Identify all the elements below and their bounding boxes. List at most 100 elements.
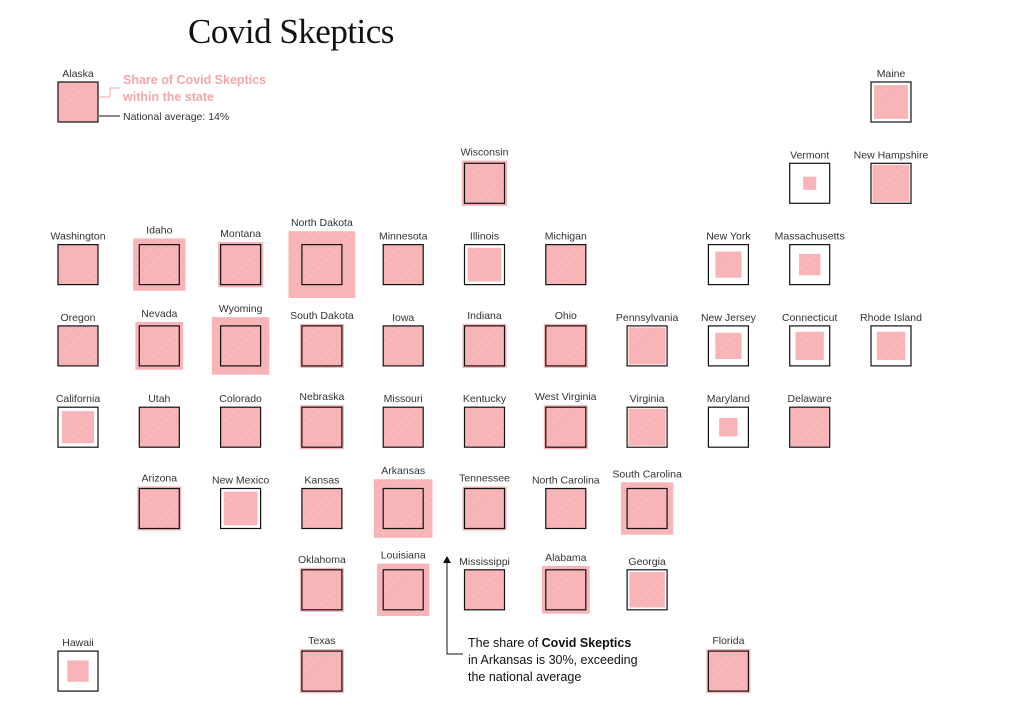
state-label-tennessee: Tennessee <box>459 472 510 484</box>
state-label-alabama: Alabama <box>545 552 587 564</box>
national-average-outline-west-virginia <box>545 406 587 448</box>
share-texture-indiana <box>462 323 507 368</box>
annotation-line-2: in Arkansas is 30%, exceeding <box>468 653 638 667</box>
state-label-pennsylvania: Pennsylvania <box>616 312 679 324</box>
state-label-mississippi: Mississippi <box>459 556 510 568</box>
share-texture-iowa <box>383 325 424 366</box>
national-average-outline-california <box>57 406 99 448</box>
national-average-outline-arkansas <box>382 487 424 530</box>
state-tile-nebraska: Nebraska <box>299 391 345 450</box>
state-label-kansas: Kansas <box>304 475 339 487</box>
share-texture-south-dakota <box>299 323 344 368</box>
state-tile-virginia: Virginia <box>626 393 668 448</box>
state-tile-oregon: Oregon <box>57 312 99 367</box>
state-tile-pennsylvania: Pennsylvania <box>616 312 679 367</box>
national-average-outline-nevada <box>138 325 180 367</box>
state-label-utah: Utah <box>148 393 170 405</box>
share-texture-california <box>61 411 95 444</box>
national-average-outline-rhode-island <box>870 325 912 367</box>
national-average-outline-new-hampshire <box>870 162 912 204</box>
share-texture-maryland <box>719 417 738 437</box>
national-average-outline-texas <box>301 650 343 692</box>
state-label-montana: Montana <box>220 228 261 240</box>
state-label-south-dakota: South Dakota <box>290 310 354 322</box>
share-texture-alaska <box>58 82 98 122</box>
annotation-leader <box>446 561 463 655</box>
state-label-connecticut: Connecticut <box>782 312 838 324</box>
national-average-outline-connecticut <box>789 325 831 367</box>
share-texture-new-york <box>715 251 742 278</box>
share-texture-colorado <box>220 407 261 448</box>
share-texture-louisiana <box>377 563 430 616</box>
national-average-outline-montana <box>220 244 262 286</box>
share-texture-missouri <box>383 407 424 448</box>
state-tile-north-dakota: North Dakota <box>288 217 356 298</box>
national-average-outline-pennsylvania <box>626 325 668 367</box>
national-average-outline-arizona <box>138 487 180 530</box>
share-texture-montana <box>217 241 264 288</box>
share-texture-minnesota <box>383 244 424 285</box>
national-average-outline-mississippi <box>463 569 506 611</box>
share-texture-kansas <box>301 488 342 529</box>
national-average-outline-alaska <box>57 81 99 123</box>
state-label-vermont: Vermont <box>790 149 829 161</box>
state-tile-arkansas: Arkansas <box>373 465 433 538</box>
state-label-maryland: Maryland <box>707 393 750 405</box>
state-label-washington: Washington <box>50 231 105 243</box>
state-label-kentucky: Kentucky <box>463 393 507 405</box>
share-texture-florida <box>706 649 751 694</box>
share-texture-illinois <box>467 247 502 282</box>
state-tile-connecticut: Connecticut <box>782 312 838 367</box>
state-tile-alaska: Alaska <box>57 68 99 123</box>
state-label-maine: Maine <box>877 68 906 80</box>
share-texture-nevada <box>135 321 184 370</box>
share-texture-virginia <box>628 408 666 446</box>
state-tile-indiana: Indiana <box>462 310 507 368</box>
national-average-outline-new-mexico <box>220 487 262 530</box>
state-tile-new-mexico: New Mexico <box>212 475 269 530</box>
national-average-outline-new-jersey <box>707 325 750 367</box>
state-label-florida: Florida <box>712 635 744 647</box>
state-tile-georgia: Georgia <box>626 556 668 611</box>
state-tile-california: California <box>56 393 100 448</box>
state-label-new-york: New York <box>706 231 751 243</box>
state-tile-new-hampshire: New Hampshire <box>854 149 928 204</box>
state-label-wyoming: Wyoming <box>219 303 263 315</box>
share-texture-maine <box>874 85 908 119</box>
state-tile-hawaii: Hawaii <box>57 637 99 692</box>
state-tile-washington: Washington <box>50 231 106 286</box>
state-tile-maryland: Maryland <box>707 393 750 448</box>
national-average-outline-north-dakota <box>301 244 343 286</box>
share-texture-south-carolina <box>620 482 674 535</box>
share-texture-hawaii <box>67 660 89 682</box>
state-label-new-jersey: New Jersey <box>701 312 757 324</box>
share-texture-ohio <box>543 323 588 368</box>
state-tile-alabama: Alabama <box>541 552 590 614</box>
share-texture-massachusetts <box>799 253 821 276</box>
state-label-idaho: Idaho <box>146 224 172 236</box>
national-average-outline-utah <box>138 406 180 448</box>
share-texture-wyoming <box>211 317 270 375</box>
state-label-indiana: Indiana <box>467 310 502 322</box>
state-tile-tennessee: Tennessee <box>459 472 510 531</box>
state-label-ohio: Ohio <box>555 310 577 322</box>
share-texture-new-mexico <box>223 491 258 526</box>
national-average-outline-south-dakota <box>301 325 343 367</box>
state-label-delaware: Delaware <box>788 393 833 405</box>
share-texture-georgia <box>629 572 665 608</box>
share-texture-mississippi <box>464 569 505 610</box>
national-average-outline-missouri <box>382 406 424 448</box>
state-label-arizona: Arizona <box>141 472 177 484</box>
state-tile-north-carolina: North Carolina <box>532 475 600 530</box>
state-tile-idaho: Idaho <box>133 224 186 291</box>
national-average-outline-georgia <box>626 569 668 611</box>
national-average-outline-minnesota <box>382 244 424 286</box>
national-average-outline-south-carolina <box>626 487 668 530</box>
state-tile-kansas: Kansas <box>301 475 343 530</box>
state-label-massachusetts: Massachusetts <box>775 231 845 243</box>
national-average-outline-idaho <box>138 244 180 286</box>
share-texture-oregon <box>58 325 98 366</box>
share-texture-michigan <box>545 244 586 285</box>
state-label-missouri: Missouri <box>384 393 423 405</box>
